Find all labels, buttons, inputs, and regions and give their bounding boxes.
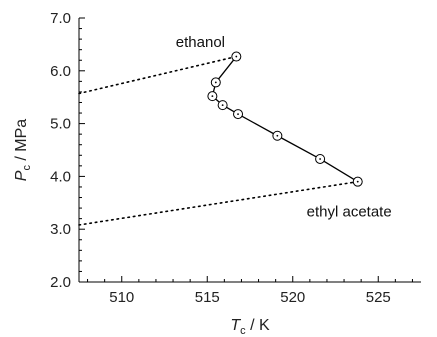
- data-point-center: [235, 55, 238, 58]
- y-tick-label: 6.0: [50, 63, 71, 80]
- x-tick-label: 520: [280, 289, 305, 306]
- data-point-center: [237, 113, 239, 115]
- x-axis-title-main: T: [230, 317, 241, 334]
- axis-ticks: [79, 17, 413, 283]
- reference-line-1: [78, 55, 238, 95]
- y-tick-label: 2.0: [50, 274, 71, 291]
- y-axis-title: Pc / MPa: [13, 119, 33, 182]
- x-tick-label: 515: [195, 289, 220, 306]
- x-axis-title: Tc / K: [230, 317, 270, 337]
- y-tick-label: 5.0: [50, 116, 71, 133]
- y-tick-label: 3.0: [50, 221, 71, 238]
- annotations: ethanol ethyl acetate: [176, 34, 392, 220]
- x-tick-label: 525: [366, 289, 391, 306]
- data-point-center: [214, 81, 217, 84]
- y-tick-label: 4.0: [50, 168, 71, 185]
- data-point-center: [211, 95, 214, 98]
- axis-tick-labels: 510 515 520 525 2.0 3.0 4.0 5.0 6.0 7.0: [50, 10, 391, 306]
- annotation-1: ethanol: [176, 34, 225, 51]
- data-markers: [207, 51, 363, 187]
- y-axis-title-sub: c: [21, 165, 33, 171]
- y-axis-title-main: P: [13, 170, 30, 181]
- y-tick-label: 7.0: [50, 10, 71, 27]
- y-axis-title-unit: / MPa: [13, 119, 30, 165]
- data-point-center: [276, 134, 279, 137]
- series-segment: [277, 135, 321, 160]
- data-point-center: [356, 180, 359, 183]
- reference-lines: [78, 55, 359, 226]
- x-tick-label: 510: [109, 289, 134, 306]
- annotation-2: ethyl acetate: [307, 204, 392, 221]
- x-axis-title-unit: / K: [246, 317, 270, 334]
- plot-frame: [78, 18, 421, 283]
- series-segment: [215, 56, 237, 83]
- series-lines: [211, 56, 359, 183]
- data-point-center: [319, 158, 322, 160]
- series-segment: [319, 158, 359, 183]
- series-segment: [237, 113, 278, 137]
- data-point-center: [221, 104, 224, 107]
- x-axis-title-sub: c: [240, 325, 246, 337]
